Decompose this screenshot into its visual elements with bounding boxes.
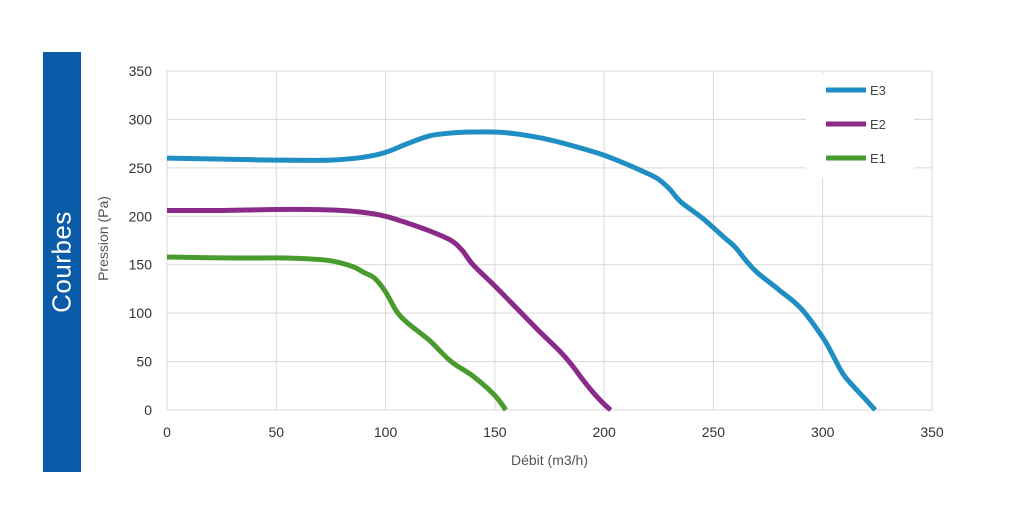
y-tick-label-1: 50 [136,354,152,370]
y-tick-label-4: 200 [129,208,153,224]
y-tick-label-3: 150 [129,257,153,273]
x-tick-label-7: 350 [920,424,944,440]
x-tick-label-4: 200 [592,424,616,440]
legend: E3 E2 E1 [806,74,914,178]
side-tab: Courbes [43,52,81,472]
legend-label-e1: E1 [870,151,886,166]
series-lines [166,129,878,412]
y-tick-label-5: 250 [129,160,153,176]
series-line-e2 [166,206,613,412]
y-axis-title: Pression (Pa) [95,196,111,281]
x-tick-label-3: 150 [483,424,507,440]
grid-lines [166,70,933,411]
x-axis-title: Débit (m3/h) [511,452,588,468]
series-line-e1 [166,254,508,412]
x-tick-label-5: 250 [702,424,726,440]
x-tick-label-2: 100 [374,424,398,440]
y-tick-label-7: 350 [129,63,153,79]
series-line-e3 [166,129,878,412]
legend-label-e3: E3 [870,83,886,98]
y-tick-label-6: 300 [129,111,153,127]
x-tick-label-0: 0 [163,424,171,440]
y-tick-label-2: 100 [129,305,153,321]
axis-ticks: 0 50 100 150 200 250 300 350 0 50 100 150 200 250 300 3… [129,63,944,440]
x-tick-label-1: 50 [268,424,284,440]
y-tick-label-0: 0 [144,402,152,418]
legend-label-e2: E2 [870,117,886,132]
x-tick-label-6: 300 [811,424,835,440]
